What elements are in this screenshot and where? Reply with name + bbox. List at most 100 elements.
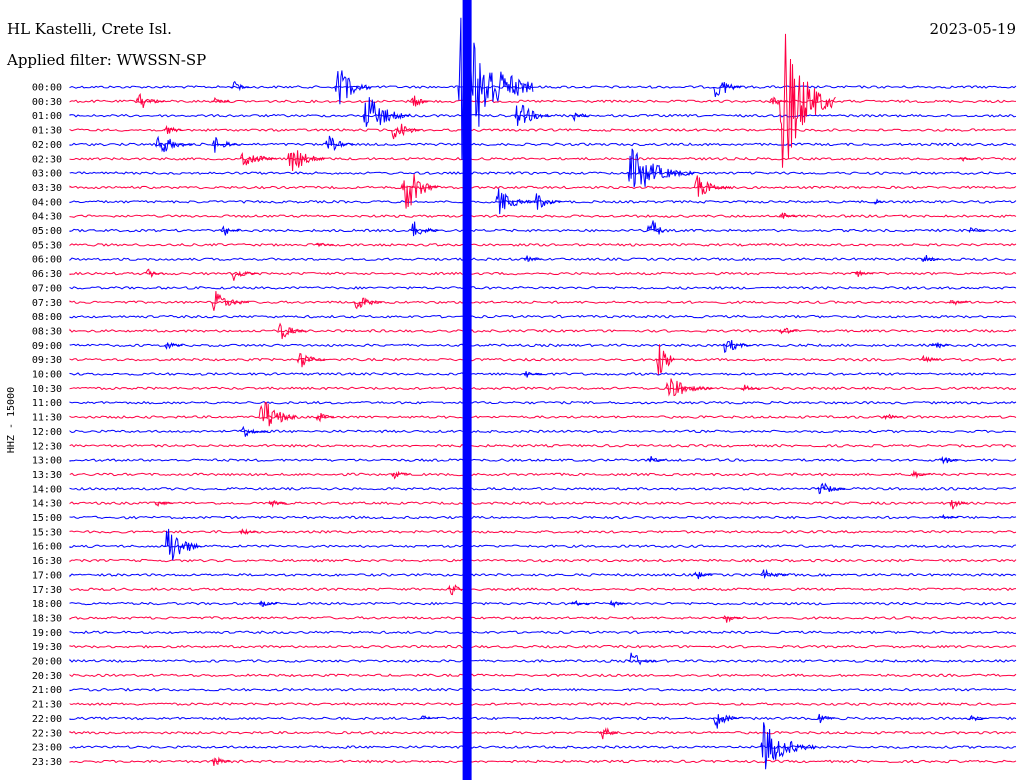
- event-burst: [211, 291, 250, 311]
- event-burst: [940, 456, 959, 465]
- event-burst: [400, 174, 439, 209]
- event-burst: [164, 124, 183, 134]
- event-burst: [410, 95, 429, 107]
- time-label-0300: 03:00: [32, 169, 62, 180]
- trace-1230: [69, 443, 1017, 448]
- trace-0800: [69, 314, 1017, 319]
- event-burst: [968, 227, 987, 234]
- trace-1700: [69, 573, 1017, 578]
- event-burst: [656, 344, 675, 375]
- trace-0730: [69, 300, 1017, 305]
- time-label-1230: 12:30: [32, 441, 62, 452]
- trace-1100: [69, 400, 1017, 405]
- trace-0130: [69, 128, 1017, 132]
- event-burst: [154, 501, 174, 507]
- time-label-1200: 12:00: [32, 427, 62, 438]
- event-bursts: [135, 0, 987, 780]
- trace-2330: [69, 759, 1017, 764]
- event-burst: [391, 470, 410, 480]
- event-burst: [665, 378, 714, 397]
- event-burst: [211, 756, 231, 766]
- time-label-2100: 21:00: [32, 685, 62, 696]
- event-burst: [968, 714, 987, 722]
- event-burst: [627, 148, 695, 188]
- time-label-1000: 10:00: [32, 370, 62, 381]
- trace-1330: [69, 472, 1017, 477]
- time-label-1330: 13:30: [32, 470, 62, 481]
- event-burst: [930, 342, 950, 349]
- trace-0230: [69, 156, 1017, 161]
- time-label-2330: 23:30: [32, 757, 62, 768]
- time-label-2200: 22:00: [32, 714, 62, 725]
- time-label-1730: 17:30: [32, 585, 62, 596]
- event-burst: [760, 722, 817, 770]
- event-burst: [533, 193, 562, 210]
- event-burst: [315, 412, 335, 423]
- event-burst: [220, 225, 240, 236]
- time-label-1400: 14:00: [32, 484, 62, 495]
- event-burst: [315, 242, 335, 248]
- station-name: HL Kastelli, Crete Isl.: [7, 20, 172, 38]
- event-burst: [741, 384, 760, 392]
- time-label-2230: 22:30: [32, 728, 62, 739]
- event-burst: [570, 600, 590, 606]
- time-label-1030: 10:30: [32, 384, 62, 395]
- event-burst: [873, 198, 884, 205]
- event-burst: [779, 212, 798, 219]
- time-label-2130: 21:30: [32, 700, 62, 711]
- trace-0430: [69, 214, 1017, 219]
- time-label-0000: 00:00: [32, 83, 62, 94]
- time-label-0800: 08:00: [32, 312, 62, 323]
- trace-1430: [69, 501, 1017, 506]
- trace-0500: [69, 228, 1017, 233]
- applied-filter: Applied filter: WWSSN-SP: [7, 51, 207, 69]
- event-burst: [410, 221, 439, 237]
- event-burst: [769, 96, 789, 106]
- trace-1130: [69, 415, 1017, 419]
- time-label-0630: 06:30: [32, 269, 62, 280]
- time-label-0600: 06:00: [32, 255, 62, 266]
- trace-2300: [69, 745, 1016, 750]
- event-burst: [514, 104, 552, 126]
- event-burst: [920, 354, 940, 363]
- event-burst: [693, 175, 732, 197]
- event-burst: [334, 70, 372, 105]
- event-burst: [646, 220, 666, 235]
- event-burst: [949, 299, 968, 306]
- time-label-1130: 11:30: [32, 413, 62, 424]
- trace-2100: [69, 687, 1017, 692]
- time-label-1700: 17:00: [32, 570, 62, 581]
- trace-2230: [69, 730, 1017, 735]
- event-burst: [239, 528, 259, 535]
- event-burst: [599, 727, 618, 740]
- trace-1030: [69, 386, 1017, 391]
- trace-1200: [69, 429, 1017, 434]
- event-burst: [817, 713, 836, 724]
- event-burst: [940, 513, 959, 519]
- time-label-2300: 23:00: [32, 743, 62, 754]
- time-label-0900: 09:00: [32, 341, 62, 352]
- time-label-0130: 01:30: [32, 126, 62, 137]
- event-burst: [571, 112, 590, 122]
- event-burst: [145, 268, 164, 279]
- event-burst: [722, 340, 751, 354]
- trace-0000: [69, 85, 1017, 89]
- time-label-1830: 18:30: [32, 613, 62, 624]
- event-burst: [712, 714, 742, 729]
- record-date: 2023-05-19: [929, 20, 1016, 38]
- time-label-0200: 02:00: [32, 140, 62, 151]
- event-burst: [362, 97, 411, 127]
- time-label-0700: 07:00: [32, 283, 62, 294]
- time-label-0030: 00:30: [32, 97, 62, 108]
- event-burst: [419, 715, 439, 720]
- event-burst: [164, 342, 183, 350]
- event-burst: [230, 270, 259, 281]
- trace-1500: [69, 515, 1017, 520]
- event-burst: [779, 327, 798, 335]
- time-label-0930: 09:30: [32, 355, 62, 366]
- trace-1600: [69, 544, 1017, 548]
- trace-1000: [69, 372, 1017, 376]
- event-burst: [523, 371, 543, 378]
- event-burst: [391, 123, 420, 140]
- trace-0700: [69, 286, 1017, 290]
